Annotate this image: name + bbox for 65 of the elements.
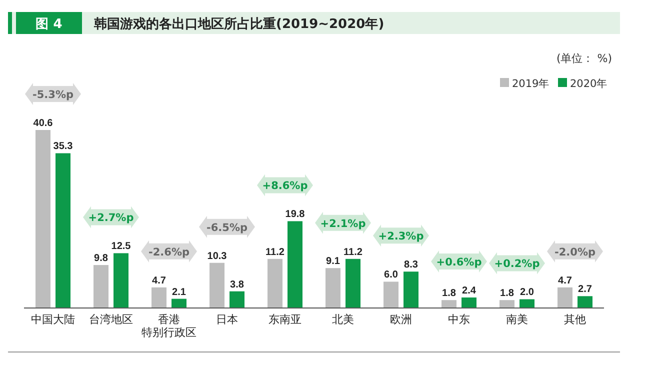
legend-label: 2019年 [512, 78, 550, 90]
data-label: 2.0 [520, 287, 534, 298]
x-tick-label: 日本 [216, 313, 238, 326]
bar [384, 282, 398, 308]
bar [558, 287, 572, 308]
x-tick-label: 东南亚 [268, 313, 302, 326]
data-label: 40.6 [33, 118, 54, 129]
x-tick-label: 欧洲 [390, 313, 412, 326]
annotation: +0.2%p [494, 258, 540, 270]
bar [578, 296, 592, 308]
bar [462, 297, 476, 308]
bar [346, 258, 360, 308]
data-label: 2.7 [578, 284, 592, 296]
chart-subtitle: 韩国游戏的各出口地区所占比重(2019~2020年) [93, 16, 384, 32]
bar [442, 300, 456, 308]
annotation: -2.6%p [148, 246, 190, 258]
bar [288, 221, 302, 308]
annotation: -6.5%p [206, 222, 248, 234]
legend-label: 2020年 [570, 78, 608, 90]
x-tick-label: 中国大陆 [31, 313, 75, 326]
data-label: 19.8 [285, 209, 306, 220]
chart-title: 图 4 [36, 17, 62, 32]
bar [210, 262, 224, 308]
data-label: 11.2 [266, 246, 285, 258]
text: (单位： %) [556, 52, 612, 65]
x-tick-label: 其他 [564, 313, 586, 326]
x-tick-label: 台湾地区 [89, 313, 133, 326]
data-label: 12.5 [111, 241, 132, 252]
annotation: +2.7%p [88, 212, 134, 224]
bar [36, 130, 50, 308]
bar [152, 287, 166, 308]
data-label: 10.3 [207, 250, 228, 262]
x-tick-label: 北美 [332, 313, 354, 326]
bar [268, 258, 282, 308]
annotation: +2.1%p [320, 218, 366, 230]
annotation: +8.6%p [262, 180, 308, 192]
bar [114, 253, 128, 308]
bar [56, 153, 70, 308]
data-label: 2.4 [462, 285, 476, 296]
data-label: 1.8 [442, 288, 456, 300]
data-label: 6.0 [384, 270, 398, 281]
bar [520, 299, 534, 308]
data-label: 2.1 [172, 286, 186, 298]
data-label: 4.7 [558, 275, 572, 286]
annotation: +2.3%p [378, 230, 424, 243]
data-label: 9.1 [326, 256, 340, 268]
x-tick-label: 香港特别行政区 [142, 313, 196, 339]
annotation: -2.0%p [554, 246, 596, 258]
bar [94, 265, 108, 308]
bar [326, 268, 340, 308]
x-tick-label: 南美 [506, 313, 528, 326]
bar [172, 298, 186, 308]
data-label: 8.3 [404, 260, 418, 271]
annotation: +0.6%p [436, 256, 482, 268]
bar [500, 300, 514, 308]
data-label: 11.2 [344, 246, 363, 258]
bar [230, 291, 244, 308]
data-label: 9.8 [94, 253, 108, 264]
data-label: 3.8 [230, 279, 244, 290]
x-tick-label: 中东 [448, 313, 470, 326]
text: -5.3%p [32, 89, 74, 101]
data-label: 1.8 [500, 288, 514, 300]
bar [404, 272, 418, 308]
data-label: 35.3 [53, 141, 74, 152]
data-label: 4.7 [152, 275, 166, 286]
